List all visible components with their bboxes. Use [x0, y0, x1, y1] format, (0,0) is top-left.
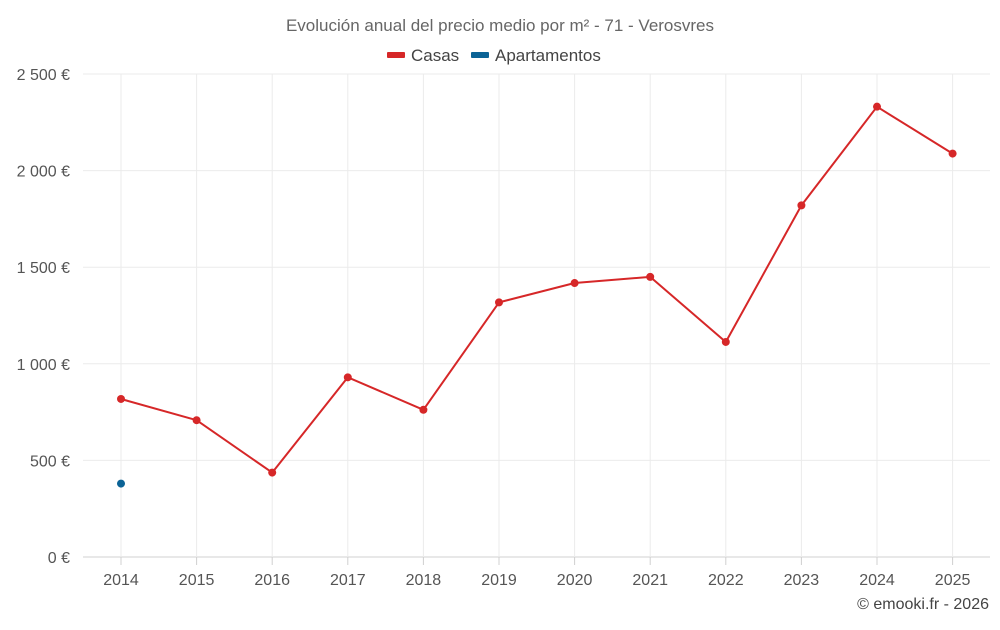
x-tick-label: 2025 [935, 572, 971, 589]
data-point-casas[interactable] [495, 298, 503, 307]
series-line-casas [120, 105, 954, 474]
legend-item-apartamentos[interactable]: Apartamentos [471, 46, 601, 65]
legend-label-casas: Casas [411, 46, 459, 65]
legend-swatch-casas [387, 52, 405, 58]
y-tick-label: 2 000 € [17, 164, 70, 181]
data-point-casas[interactable] [192, 416, 201, 425]
data-point-casas[interactable] [419, 405, 428, 414]
y-tick-label: 0 € [48, 550, 70, 567]
y-gridlines [83, 73, 990, 558]
data-point-casas[interactable] [797, 201, 806, 210]
data-point-casas[interactable] [873, 102, 881, 111]
legend-swatch-apartamentos [471, 52, 489, 58]
data-point-casas[interactable] [117, 394, 125, 403]
x-tick-label: 2017 [330, 572, 366, 589]
data-point-casas[interactable] [268, 468, 277, 477]
x-tick-label: 2016 [254, 572, 290, 589]
x-tick-label: 2020 [557, 572, 593, 589]
data-point-casas[interactable] [570, 279, 579, 288]
chart-title: Evolución anual del precio medio por m² … [286, 16, 714, 35]
data-point-casas[interactable] [948, 149, 957, 158]
y-axis: 0 € 500 € 1 000 € 1 500 € 2 000 € 2 500 € [17, 67, 70, 567]
x-tick-label: 2018 [406, 572, 442, 589]
x-tick-label: 2015 [179, 572, 215, 589]
data-point-apartamentos[interactable] [117, 479, 125, 488]
y-tick-label: 2 500 € [17, 67, 70, 84]
legend-label-apartamentos: Apartamentos [495, 46, 601, 65]
legend-item-casas[interactable]: Casas [387, 46, 459, 65]
x-tick-label: 2014 [103, 572, 139, 589]
legend: Casas Apartamentos [387, 46, 601, 65]
credit-text: © emooki.fr - 2026 [857, 596, 989, 613]
x-tick-label: 2019 [481, 572, 517, 589]
x-tick-label: 2023 [784, 572, 820, 589]
y-tick-label: 1 500 € [17, 260, 70, 277]
y-tick-label: 1 000 € [17, 357, 70, 374]
data-point-casas[interactable] [721, 337, 730, 346]
x-axis: 2014 2015 2016 2017 2018 2019 2020 2021 2022 2023… [103, 557, 970, 589]
x-gridlines [120, 74, 954, 557]
x-tick-label: 2021 [632, 572, 668, 589]
y-tick-label: 500 € [30, 453, 70, 470]
x-tick-label: 2022 [708, 572, 744, 589]
x-tick-label: 2024 [859, 572, 895, 589]
data-point-casas[interactable] [646, 272, 655, 281]
series-layer [117, 102, 957, 488]
data-point-casas[interactable] [343, 373, 352, 382]
